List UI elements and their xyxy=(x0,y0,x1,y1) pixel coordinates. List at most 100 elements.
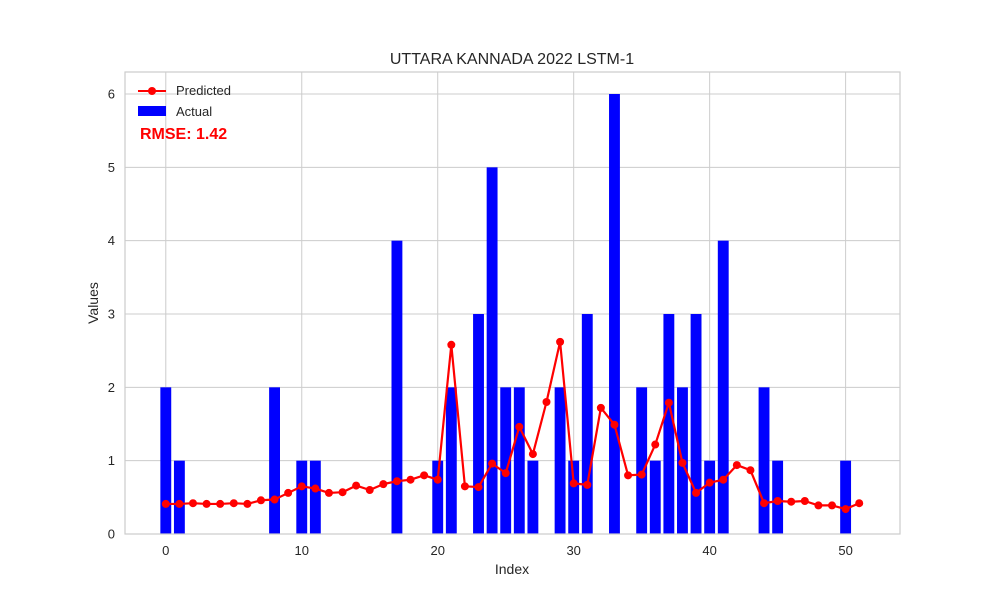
predicted-point xyxy=(515,422,524,431)
legend-actual-swatch-icon xyxy=(138,106,166,116)
predicted-point xyxy=(229,499,238,508)
predicted-point xyxy=(760,499,769,508)
x-tick-label: 10 xyxy=(295,543,309,558)
predicted-point xyxy=(542,398,551,406)
predicted-point xyxy=(488,459,497,468)
predicted-point xyxy=(447,340,456,349)
predicted-point xyxy=(624,471,633,480)
predicted-point xyxy=(256,496,265,505)
actual-bar xyxy=(513,387,525,534)
predicted-point xyxy=(406,475,415,484)
predicted-point xyxy=(352,481,361,490)
y-axis-label: Values xyxy=(85,282,101,324)
actual-bar xyxy=(486,167,498,535)
x-tick-labels: 0 10 20 30 40 50 xyxy=(162,543,853,558)
predicted-point xyxy=(787,497,796,506)
legend-predicted-marker-icon xyxy=(148,87,156,95)
predicted-point xyxy=(365,486,374,494)
legend: Predicted Actual xyxy=(138,83,231,119)
actual-bar xyxy=(473,314,484,534)
predicted-point xyxy=(338,488,347,497)
actual-bar xyxy=(717,240,729,534)
actual-bars xyxy=(160,94,852,535)
actual-bar xyxy=(554,387,566,534)
x-axis-label: Index xyxy=(495,561,529,577)
predicted-point xyxy=(433,475,442,484)
predicted-point xyxy=(610,420,619,429)
actual-bar xyxy=(649,460,661,534)
actual-bar xyxy=(840,460,852,534)
predicted-point xyxy=(161,499,170,508)
actual-bar xyxy=(663,314,675,534)
predicted-point xyxy=(202,499,211,508)
rmse-annotation: RMSE: 1.42 xyxy=(140,126,227,143)
y-tick-label: 3 xyxy=(108,307,115,322)
actual-bar xyxy=(704,460,716,534)
predicted-point xyxy=(841,505,850,514)
actual-bar xyxy=(269,387,280,534)
predicted-point xyxy=(583,480,592,489)
actual-bar xyxy=(445,387,457,534)
predicted-point xyxy=(420,471,429,480)
predicted-point xyxy=(800,497,809,505)
predicted-point xyxy=(596,403,605,412)
predicted-point xyxy=(379,480,388,489)
predicted-point xyxy=(678,458,687,467)
predicted-point xyxy=(556,337,565,346)
plot-frame xyxy=(124,71,901,535)
x-tick-label: 0 xyxy=(162,543,169,558)
legend-predicted-label: Predicted xyxy=(176,83,231,98)
predicted-point xyxy=(664,398,673,407)
predicted-point xyxy=(324,488,333,497)
x-tick-label: 50 xyxy=(838,543,852,558)
predicted-point xyxy=(243,499,252,508)
actual-bar xyxy=(527,460,539,534)
legend-actual-label: Actual xyxy=(176,104,212,119)
actual-bar xyxy=(391,240,403,534)
y-tick-label: 2 xyxy=(108,380,115,395)
actual-bar xyxy=(568,460,580,534)
predicted-series-line xyxy=(165,340,860,511)
predicted-point xyxy=(569,479,578,488)
predicted-point xyxy=(651,440,660,449)
predicted-point xyxy=(528,450,537,459)
predicted-point xyxy=(188,499,197,508)
actual-bar xyxy=(296,460,308,534)
y-tick-label: 6 xyxy=(108,87,115,102)
predicted-point xyxy=(746,466,755,475)
predicted-point xyxy=(311,484,320,493)
predicted-point xyxy=(705,478,714,487)
actual-bar xyxy=(609,94,620,534)
predicted-point xyxy=(692,488,701,497)
predicted-point xyxy=(284,488,293,497)
predicted-point xyxy=(828,501,837,510)
predicted-point xyxy=(175,499,184,508)
predicted-point xyxy=(814,501,823,510)
y-tick-label: 4 xyxy=(108,233,115,248)
actual-bar xyxy=(581,314,593,534)
plot-area xyxy=(125,72,900,534)
predicted-point xyxy=(637,470,646,479)
predicted-point xyxy=(474,483,483,492)
x-tick-label: 20 xyxy=(430,543,444,558)
predicted-point xyxy=(460,482,469,491)
chart-title: UTTARA KANNADA 2022 LSTM-1 xyxy=(390,51,634,68)
y-tick-label: 0 xyxy=(108,527,115,542)
x-tick-label: 30 xyxy=(566,543,580,558)
grid xyxy=(125,72,900,535)
predicted-point xyxy=(773,497,782,505)
predicted-point xyxy=(270,495,279,504)
predicted-point xyxy=(719,475,728,484)
actual-bar xyxy=(309,460,321,534)
y-tick-label: 5 xyxy=(108,160,115,175)
actual-bar xyxy=(758,387,770,534)
y-tick-label: 1 xyxy=(108,453,115,468)
actual-bar xyxy=(173,460,185,534)
predicted-point xyxy=(501,469,510,478)
predicted-point xyxy=(732,461,741,470)
actual-bar xyxy=(636,387,648,534)
actual-bar xyxy=(432,460,444,534)
y-tick-labels: 0 1 2 3 4 5 6 xyxy=(108,87,115,542)
x-tick-label: 40 xyxy=(702,543,716,558)
actual-bar xyxy=(690,314,702,534)
